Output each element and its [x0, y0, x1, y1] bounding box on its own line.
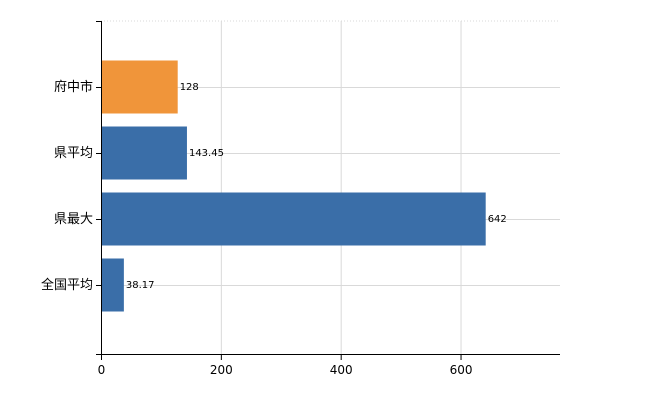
- x-tick-label-200: 200: [210, 363, 233, 377]
- data-label-3: 38.17: [126, 280, 155, 291]
- x-tick-label-400: 400: [330, 363, 353, 377]
- x-tick-label-0: 0: [98, 363, 106, 377]
- category-label-3: 全国平均: [41, 277, 93, 293]
- data-label-1: 143.45: [189, 148, 224, 159]
- bar-0: [102, 60, 178, 114]
- bar-1: [102, 126, 187, 180]
- x-tick-label-600: 600: [450, 363, 473, 377]
- data-label-0: 128: [180, 82, 199, 93]
- bar-3: [102, 258, 124, 312]
- axes-layer: [96, 21, 560, 360]
- bars-layer: [102, 60, 486, 312]
- category-label-1: 県平均: [54, 146, 93, 161]
- category-label-2: 県最大: [54, 212, 93, 227]
- category-label-0: 府中市: [54, 79, 93, 95]
- data-label-2: 642: [488, 214, 507, 225]
- bar-2: [102, 192, 486, 246]
